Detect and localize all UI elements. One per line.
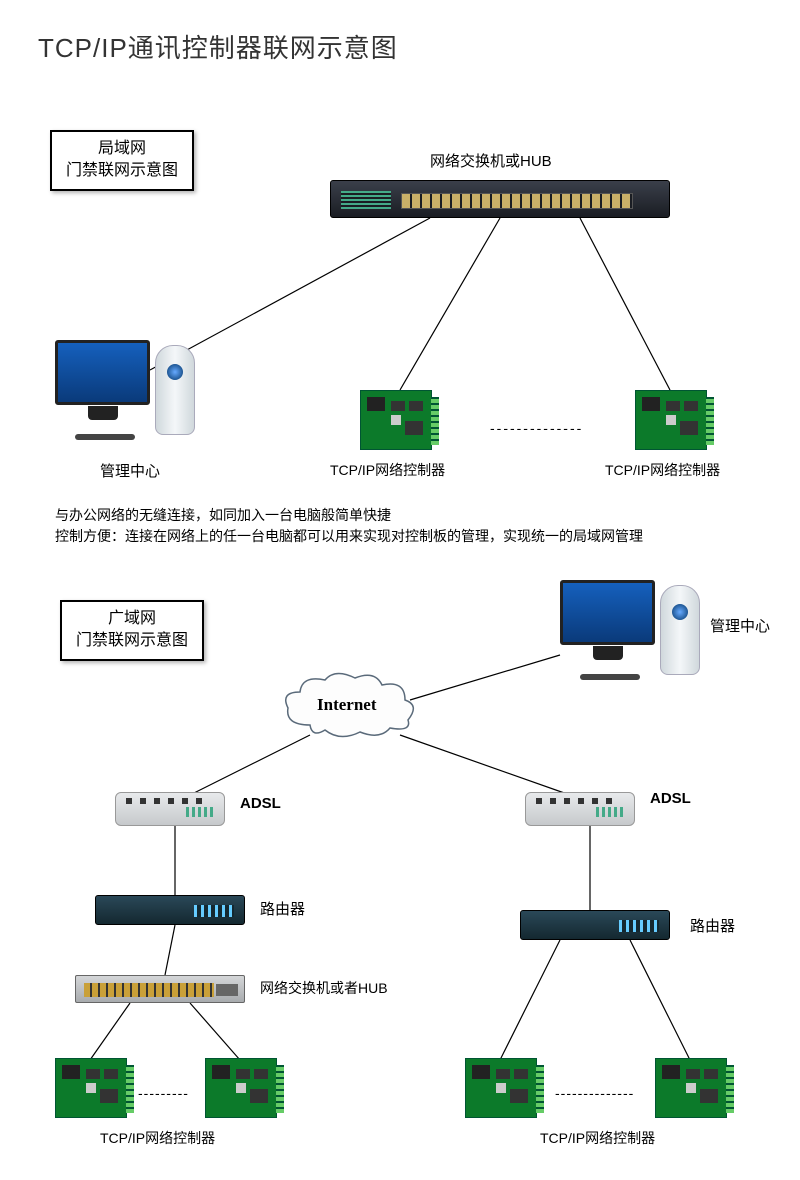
tower-icon <box>660 585 700 675</box>
computer-label-2: 管理中心 <box>710 615 770 636</box>
adsl-label-right: ADSL <box>650 790 691 807</box>
lan-box: 局域网 门禁联网示意图 <box>50 130 194 191</box>
router-label-left: 路由器 <box>260 898 305 919</box>
pcb-icon <box>205 1058 277 1118</box>
controller-label-1b: TCP/IP网络控制器 <box>605 460 720 480</box>
lan-box-line2: 门禁联网示意图 <box>66 160 178 182</box>
computer-icon <box>560 580 700 680</box>
monitor-icon <box>560 580 655 645</box>
ellipsis-dots: -------------- <box>490 420 583 436</box>
small-switch-icon <box>75 975 245 1003</box>
network-switch-icon <box>330 180 670 218</box>
wan-box-line1: 广域网 <box>76 608 188 630</box>
ellipsis-dots: --------- <box>138 1085 189 1101</box>
adsl-modem-icon <box>525 792 635 826</box>
router-icon <box>520 910 670 940</box>
pcb-icon <box>360 390 432 450</box>
wan-box-line2: 门禁联网示意图 <box>76 630 188 652</box>
pcb-icon <box>635 390 707 450</box>
computer-label-1: 管理中心 <box>100 460 160 481</box>
adsl-modem-icon <box>115 792 225 826</box>
description-text: 与办公网络的无缝连接，如同加入一台电脑般简单快捷 控制方便：连接在网络上的任一台… <box>55 505 643 547</box>
router-label-right: 路由器 <box>690 915 735 936</box>
monitor-icon <box>55 340 150 405</box>
wan-box: 广域网 门禁联网示意图 <box>60 600 204 661</box>
monitor-base <box>75 434 135 440</box>
switch-label-2: 网络交换机或者HUB <box>260 978 388 998</box>
pcb-icon <box>465 1058 537 1118</box>
page-title: TCP/IP通讯控制器联网示意图 <box>38 28 398 65</box>
router-icon <box>95 895 245 925</box>
adsl-label-left: ADSL <box>240 795 281 812</box>
internet-label: Internet <box>317 695 376 715</box>
controller-label-1a: TCP/IP网络控制器 <box>330 460 445 480</box>
pcb-icon <box>55 1058 127 1118</box>
tower-icon <box>155 345 195 435</box>
switch-label-1: 网络交换机或HUB <box>430 150 552 171</box>
pcb-icon <box>655 1058 727 1118</box>
monitor-base <box>580 674 640 680</box>
ellipsis-dots: -------------- <box>555 1085 634 1101</box>
controller-label-2b: TCP/IP网络控制器 <box>540 1128 655 1148</box>
desc-line2: 控制方便：连接在网络上的任一台电脑都可以用来实现对控制板的管理，实现统一的局域网… <box>55 526 643 547</box>
controller-label-2a: TCP/IP网络控制器 <box>100 1128 215 1148</box>
lan-box-line1: 局域网 <box>66 138 178 160</box>
computer-icon <box>55 340 195 440</box>
desc-line1: 与办公网络的无缝连接，如同加入一台电脑般简单快捷 <box>55 505 643 526</box>
